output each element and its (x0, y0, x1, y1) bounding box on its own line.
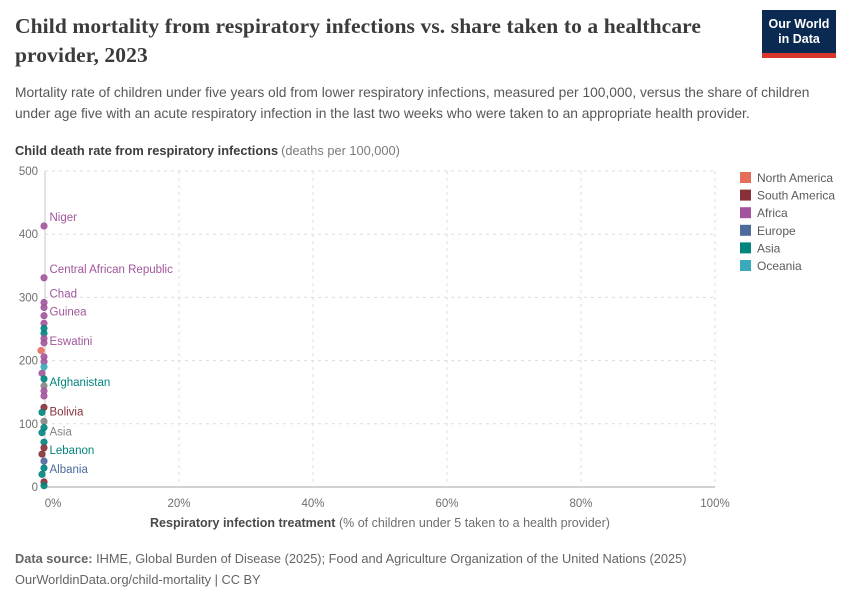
logo-line1: Our World (768, 17, 830, 31)
data-source-label: Data source: (15, 551, 93, 566)
data-point-afghanistan[interactable] (40, 375, 48, 383)
data-source-text: IHME, Global Burden of Disease (2025); F… (96, 551, 687, 566)
y-tick-label: 0 (32, 482, 38, 494)
y-tick-label: 300 (19, 292, 38, 304)
point-label-eswatini[interactable]: Eswatini (50, 336, 93, 348)
data-point-eswatini[interactable] (40, 339, 48, 347)
legend-label-south-america: South America (757, 189, 835, 203)
legend-label-europe: Europe (757, 224, 796, 238)
point-label-niger[interactable]: Niger (50, 212, 78, 224)
x-tick-label: 20% (167, 498, 190, 510)
legend-label-north-america: North America (757, 171, 833, 185)
legend-label-africa: Africa (757, 206, 788, 220)
legend-label-asia: Asia (757, 241, 781, 255)
page-title: Child mortality from respiratory infecti… (15, 14, 702, 67)
x-tick-label: 0% (45, 498, 62, 510)
x-axis-title: Respiratory infection treatment (% of ch… (45, 516, 715, 530)
x-tick-label: 60% (435, 498, 458, 510)
chart-subtitle: Mortality rate of children under five ye… (15, 85, 810, 121)
logo-line2: in Data (778, 32, 820, 46)
y-axis-title-note: (deaths per 100,000) (281, 143, 400, 158)
y-tick-label: 200 (19, 356, 38, 368)
data-source-line: Data source: IHME, Global Burden of Dise… (15, 548, 815, 569)
data-point[interactable] (40, 482, 48, 490)
license-line: OurWorldinData.org/child-mortality | CC … (15, 572, 261, 587)
point-label-guinea[interactable]: Guinea (50, 307, 88, 319)
data-point[interactable] (40, 303, 48, 312)
x-tick-label: 40% (301, 498, 324, 510)
legend-swatch-south-america (740, 189, 751, 201)
data-point-niger[interactable] (40, 222, 48, 230)
y-tick-label: 400 (19, 229, 38, 241)
chart-footer: Data source: IHME, Global Burden of Dise… (15, 548, 815, 590)
data-point[interactable] (38, 429, 46, 437)
legend-swatch-oceania (740, 260, 751, 271)
data-point-guinea[interactable] (40, 312, 48, 320)
legend-item-oceania[interactable]: Oceania (740, 259, 802, 273)
y-axis-title: Child death rate from respiratory infect… (15, 143, 400, 158)
x-axis-title-note: (% of children under 5 taken to a health… (338, 516, 610, 530)
legend-item-south-america[interactable]: South America (740, 189, 835, 203)
point-label-chad[interactable]: Chad (50, 288, 78, 300)
y-tick-label: 500 (19, 166, 38, 178)
x-tick-label: 80% (569, 498, 592, 510)
data-point-asia[interactable] (40, 417, 48, 425)
data-point[interactable] (40, 392, 48, 400)
data-point[interactable] (40, 464, 48, 472)
legend-label-oceania: Oceania (757, 259, 802, 273)
legend-swatch-europe (740, 224, 751, 236)
legend-item-north-america[interactable]: North America (740, 171, 833, 185)
data-point[interactable] (40, 444, 48, 452)
data-point[interactable] (38, 470, 46, 478)
owid-logo[interactable]: Our World in Data (762, 10, 836, 58)
point-label-central-african-republic[interactable]: Central African Republic (50, 264, 174, 276)
data-point[interactable] (40, 363, 48, 371)
y-tick-label: 100 (19, 419, 38, 431)
legend-item-europe[interactable]: Europe (740, 224, 796, 238)
point-label-asia[interactable]: Asia (50, 426, 73, 438)
data-point-albania[interactable] (40, 457, 48, 465)
x-axis-title-main: Respiratory infection treatment (150, 516, 336, 530)
legend-item-africa[interactable]: Africa (740, 206, 788, 220)
y-axis-title-main: Child death rate from respiratory infect… (15, 143, 279, 158)
x-tick-label: 100% (700, 498, 729, 510)
data-point[interactable] (37, 346, 45, 355)
point-label-lebanon[interactable]: Lebanon (50, 445, 95, 457)
point-label-albania[interactable]: Albania (50, 464, 89, 476)
legend-swatch-north-america (740, 172, 751, 183)
data-point-central-african-republic[interactable] (40, 274, 48, 282)
point-label-afghanistan[interactable]: Afghanistan (50, 377, 111, 389)
point-label-bolivia[interactable]: Bolivia (50, 406, 84, 418)
legend-swatch-africa (740, 207, 751, 219)
data-point[interactable] (38, 450, 46, 458)
legend-swatch-asia (740, 242, 751, 254)
data-point[interactable] (38, 408, 46, 416)
legend-item-asia[interactable]: Asia (740, 241, 781, 255)
